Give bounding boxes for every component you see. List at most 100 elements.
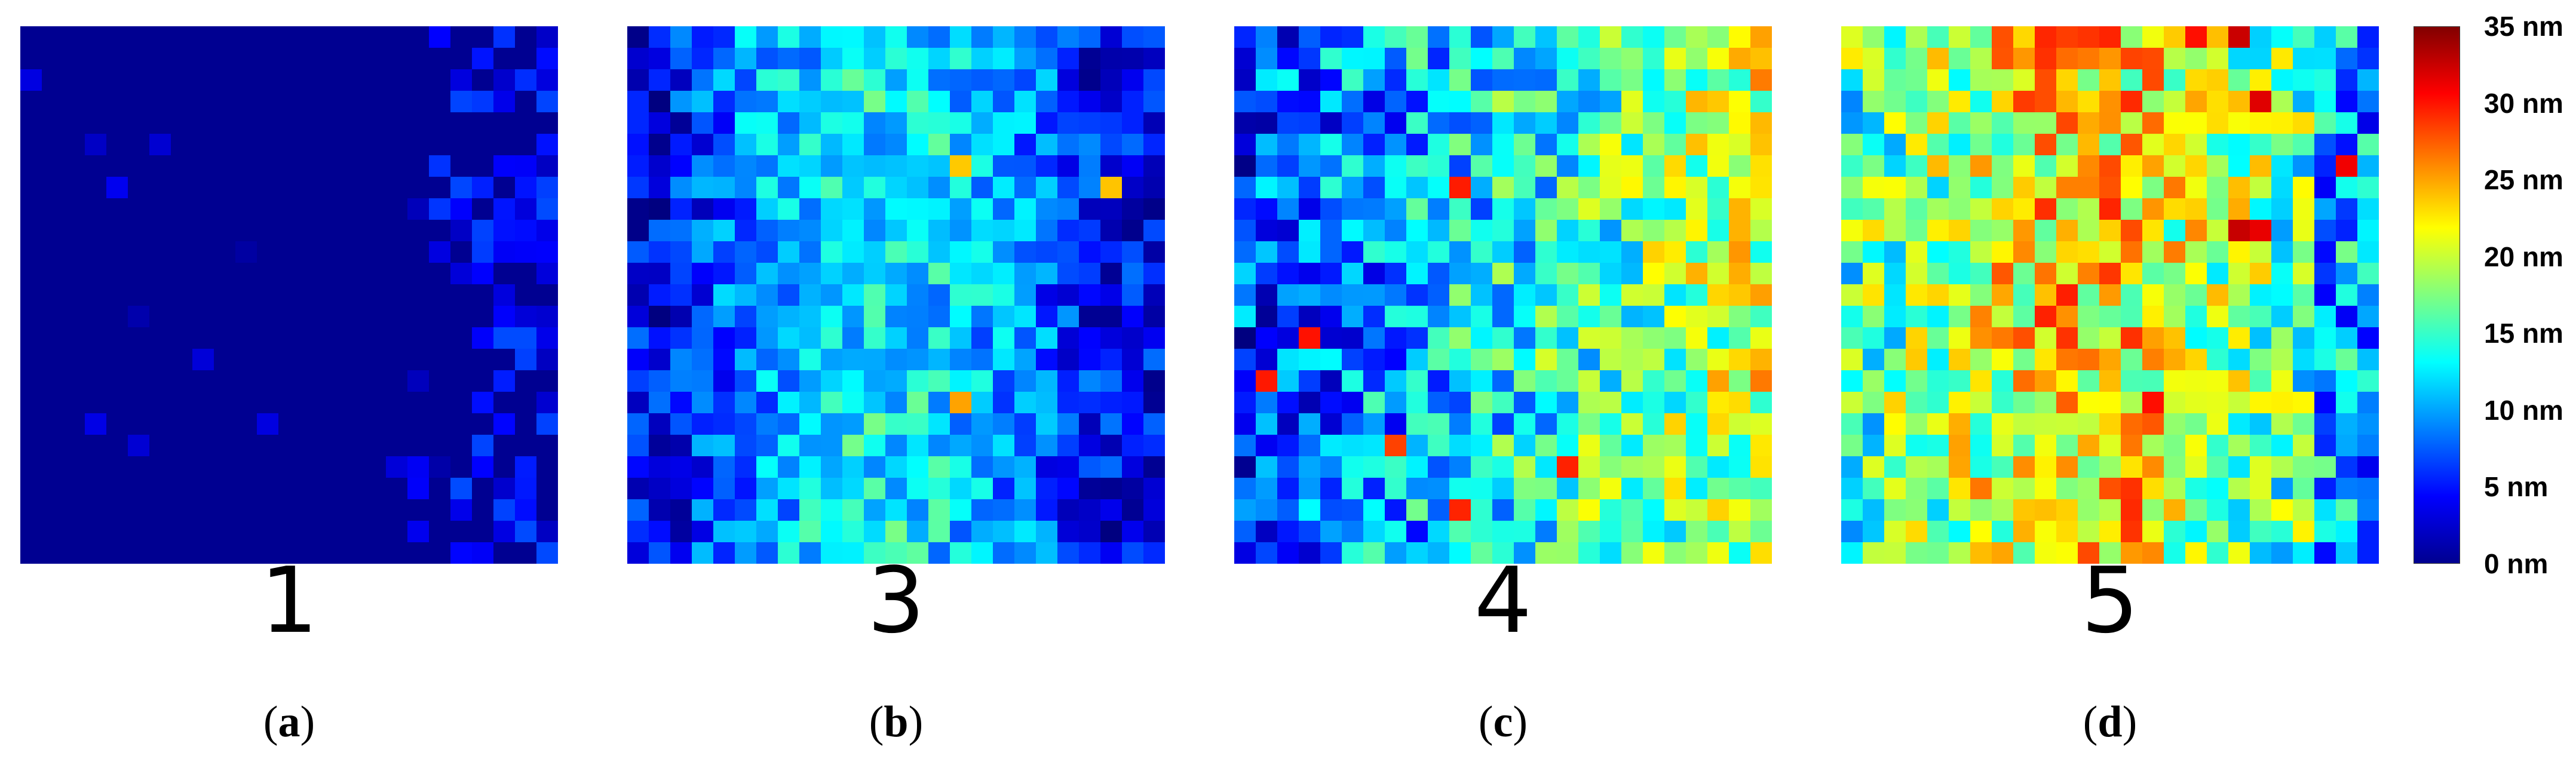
- heatmap-cell: [1014, 134, 1036, 156]
- heatmap-cell: [1079, 478, 1101, 500]
- heatmap-cell: [257, 327, 279, 349]
- heatmap-cell: [627, 370, 649, 392]
- heatmap-cell: [2207, 177, 2229, 199]
- heatmap-cell: [1514, 542, 1536, 564]
- heatmap-cell: [1729, 155, 1751, 177]
- panel-caption-letter-d: d: [2097, 698, 2123, 746]
- heatmap-cell: [1535, 327, 1557, 349]
- heatmap-cell: [1277, 306, 1299, 328]
- heatmap-cell: [278, 263, 300, 285]
- heatmap-cell: [472, 306, 494, 328]
- heatmap-cell: [2336, 26, 2358, 48]
- heatmap-cell: [343, 327, 365, 349]
- heatmap-cell: [1600, 220, 1622, 242]
- heatmap-cell: [1949, 478, 1971, 500]
- heatmap-cell: [1970, 69, 1992, 91]
- heatmap-cell: [2035, 435, 2057, 457]
- heatmap-cell: [2121, 327, 2143, 349]
- heatmap-cell: [756, 91, 778, 113]
- heatmap-cell: [1863, 112, 1885, 134]
- heatmap-cell: [1841, 435, 1863, 457]
- heatmap-cell: [1863, 499, 1885, 521]
- heatmap-cell: [1863, 306, 1885, 328]
- heatmap-cell: [1406, 499, 1428, 521]
- heatmap-cell: [1100, 26, 1123, 48]
- heatmap-cell: [2271, 26, 2293, 48]
- heatmap-cell: [2293, 349, 2315, 371]
- heatmap-cell: [713, 370, 735, 392]
- heatmap-cell: [63, 48, 85, 70]
- heatmap-cell: [214, 392, 236, 414]
- heatmap-cell: [1471, 327, 1493, 349]
- heatmap-cell: [128, 478, 150, 500]
- heatmap-cell: [1014, 69, 1036, 91]
- heatmap-cell: [1707, 284, 1729, 306]
- heatmap-cell: [429, 499, 451, 521]
- heatmap-cell: [1234, 284, 1256, 306]
- heatmap-cell: [1014, 220, 1036, 242]
- heatmap-cell: [386, 177, 408, 199]
- heatmap-cell: [885, 91, 907, 113]
- heatmap-cell: [1234, 478, 1256, 500]
- heatmap-cell: [1079, 521, 1101, 543]
- colorbar-tick-label: 25 nm: [2484, 164, 2563, 196]
- heatmap-cell: [1906, 134, 1928, 156]
- heatmap-cell: [2078, 499, 2100, 521]
- heatmap-cell: [2099, 542, 2121, 564]
- heatmap-cell: [472, 349, 494, 371]
- heatmap-cell: [321, 69, 344, 91]
- heatmap-cell: [1729, 327, 1751, 349]
- heatmap-cell: [2185, 284, 2207, 306]
- heatmap-cell: [2185, 91, 2207, 113]
- heatmap-cell: [799, 499, 821, 521]
- heatmap-cell: [450, 26, 473, 48]
- heatmap-cell: [950, 155, 972, 177]
- heatmap-cell: [1992, 392, 2014, 414]
- heatmap-cell: [171, 478, 193, 500]
- heatmap-cell: [756, 521, 778, 543]
- heatmap-cell: [2357, 327, 2379, 349]
- heatmap-cell: [364, 241, 387, 263]
- heatmap-cell: [1927, 521, 1949, 543]
- heatmap-cell: [536, 26, 558, 48]
- heatmap-cell: [343, 435, 365, 457]
- heatmap-cell: [2142, 91, 2164, 113]
- heatmap-cell: [1992, 499, 2014, 521]
- colorbar-gradient: [2414, 26, 2460, 564]
- heatmap-cell: [1841, 542, 1863, 564]
- heatmap-cell: [821, 155, 843, 177]
- heatmap-cell: [2013, 478, 2035, 500]
- heatmap-cell: [2293, 198, 2315, 220]
- heatmap-cell: [864, 91, 886, 113]
- heatmap-cell: [670, 134, 692, 156]
- heatmap-cell: [1428, 327, 1450, 349]
- heatmap-cell: [364, 521, 387, 543]
- heatmap-cell: [1036, 48, 1058, 70]
- heatmap-cell: [364, 263, 387, 285]
- heatmap-cell: [1927, 48, 1949, 70]
- heatmap-cell: [278, 542, 300, 564]
- heatmap-cell: [2142, 198, 2164, 220]
- heatmap-cell: [2099, 69, 2121, 91]
- heatmap-cell: [1949, 521, 1971, 543]
- heatmap-cell: [278, 241, 300, 263]
- heatmap-cell: [1514, 177, 1536, 199]
- heatmap-cell: [864, 392, 886, 414]
- heatmap-cell: [235, 155, 257, 177]
- heatmap-cell: [1342, 48, 1364, 70]
- heatmap-cell: [1143, 263, 1165, 285]
- heatmap-cell: [386, 306, 408, 328]
- heatmap-cell: [1234, 26, 1256, 48]
- heatmap-cell: [1707, 456, 1729, 478]
- heatmap-cell: [2099, 198, 2121, 220]
- heatmap-cell: [907, 542, 929, 564]
- heatmap-cell: [1906, 413, 1928, 435]
- heatmap-cell: [1079, 91, 1101, 113]
- heatmap-cell: [1863, 91, 1885, 113]
- heatmap-cell: [692, 263, 714, 285]
- heatmap-cell: [1557, 198, 1579, 220]
- heatmap-cell: [2357, 349, 2379, 371]
- heatmap-cell: [2142, 456, 2164, 478]
- heatmap-cell: [515, 112, 537, 134]
- heatmap-cell: [536, 220, 558, 242]
